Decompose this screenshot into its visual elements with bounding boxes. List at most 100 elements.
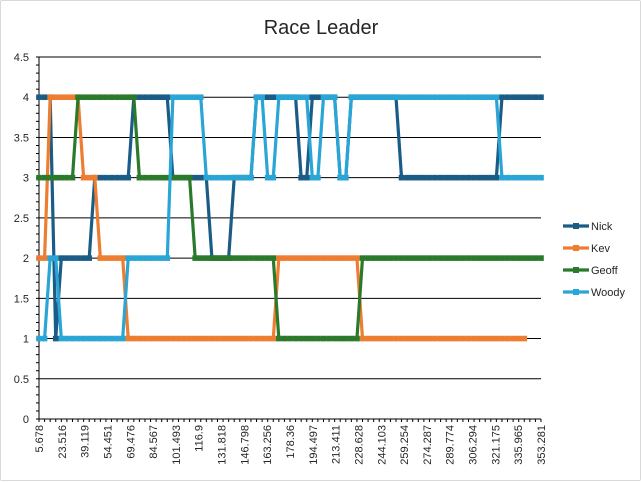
data-point [437,174,444,181]
data-point [248,255,254,261]
data-point [181,174,187,181]
data-point [192,94,198,101]
y-tick-label: 2 [23,253,29,265]
data-point [493,335,500,342]
data-point [409,174,416,181]
x-tick-labels: 5.678 23.516 39.119 54.451 69.476 84.567 101.4… [34,425,548,465]
data-point [532,174,539,181]
data-point [181,94,187,101]
data-point [393,255,399,261]
data-point [465,255,472,261]
data-point [387,255,394,261]
data-point [515,335,522,342]
data-point [86,94,92,101]
data-point [158,255,165,261]
legend-item-geoff: Geoff [563,265,619,277]
legend-marker [573,267,579,273]
data-point [242,255,249,261]
data-point [259,335,265,342]
data-point [515,94,522,101]
data-point [493,94,500,101]
data-point [326,94,332,101]
data-point [136,255,143,261]
data-point [281,255,288,261]
data-point [415,174,422,181]
data-point [504,174,511,181]
data-point [186,94,193,101]
data-point [136,174,143,181]
data-point [354,255,360,261]
x-tick-label: 116.9 [194,425,206,452]
data-point [382,335,388,342]
data-point [303,335,310,342]
data-point [448,335,455,342]
data-point [203,255,210,261]
data-point [309,255,316,261]
data-point [499,94,505,101]
data-point [253,255,260,261]
data-point [75,94,81,101]
data-point [242,335,249,342]
data-point [209,174,215,181]
data-point [131,94,137,101]
data-point [387,335,394,342]
series-woody [36,94,544,342]
data-point [331,94,338,101]
data-point [91,174,98,181]
data-point [131,255,137,261]
data-point [342,255,349,261]
data-point [142,174,148,181]
legend: Nick Kev Geoff Woody [563,221,626,299]
data-point [448,255,455,261]
data-point [471,255,477,261]
data-point [432,174,438,181]
data-point [97,174,104,181]
data-point [58,335,65,342]
data-point [488,335,494,342]
data-point [36,174,42,181]
data-point [203,174,210,181]
data-point [370,94,377,101]
legend-item-kev: Kev [563,243,610,255]
data-point [320,255,327,261]
data-point [197,255,204,261]
data-point [398,174,405,181]
data-point [108,174,115,181]
data-point [342,174,349,181]
data-point [309,94,316,101]
y-tick-label: 4 [23,92,29,104]
data-point [86,335,92,342]
data-point [421,335,427,342]
data-point [270,335,277,342]
data-point [164,255,171,261]
data-point [86,255,92,261]
data-point [114,335,120,342]
data-point [309,335,316,342]
data-point [482,335,489,342]
data-point [237,335,243,342]
data-point [264,174,271,181]
series-geoff [36,94,544,342]
data-point [443,174,449,181]
y-tick-label: 1 [23,334,29,346]
data-point [499,174,505,181]
data-point [253,335,260,342]
legend-marker [573,289,579,295]
y-tick-label: 3 [23,173,29,185]
data-point [465,335,472,342]
data-point [103,335,109,342]
data-point [521,174,528,181]
data-point [398,335,405,342]
data-point [91,335,98,342]
data-point [80,94,87,101]
data-point [432,335,438,342]
data-point [370,335,377,342]
data-point [103,255,109,261]
data-point [97,255,104,261]
data-point [510,94,516,101]
data-point [309,174,316,181]
data-point [465,94,472,101]
data-point [264,94,271,101]
data-point [476,335,483,342]
data-point [331,335,338,342]
